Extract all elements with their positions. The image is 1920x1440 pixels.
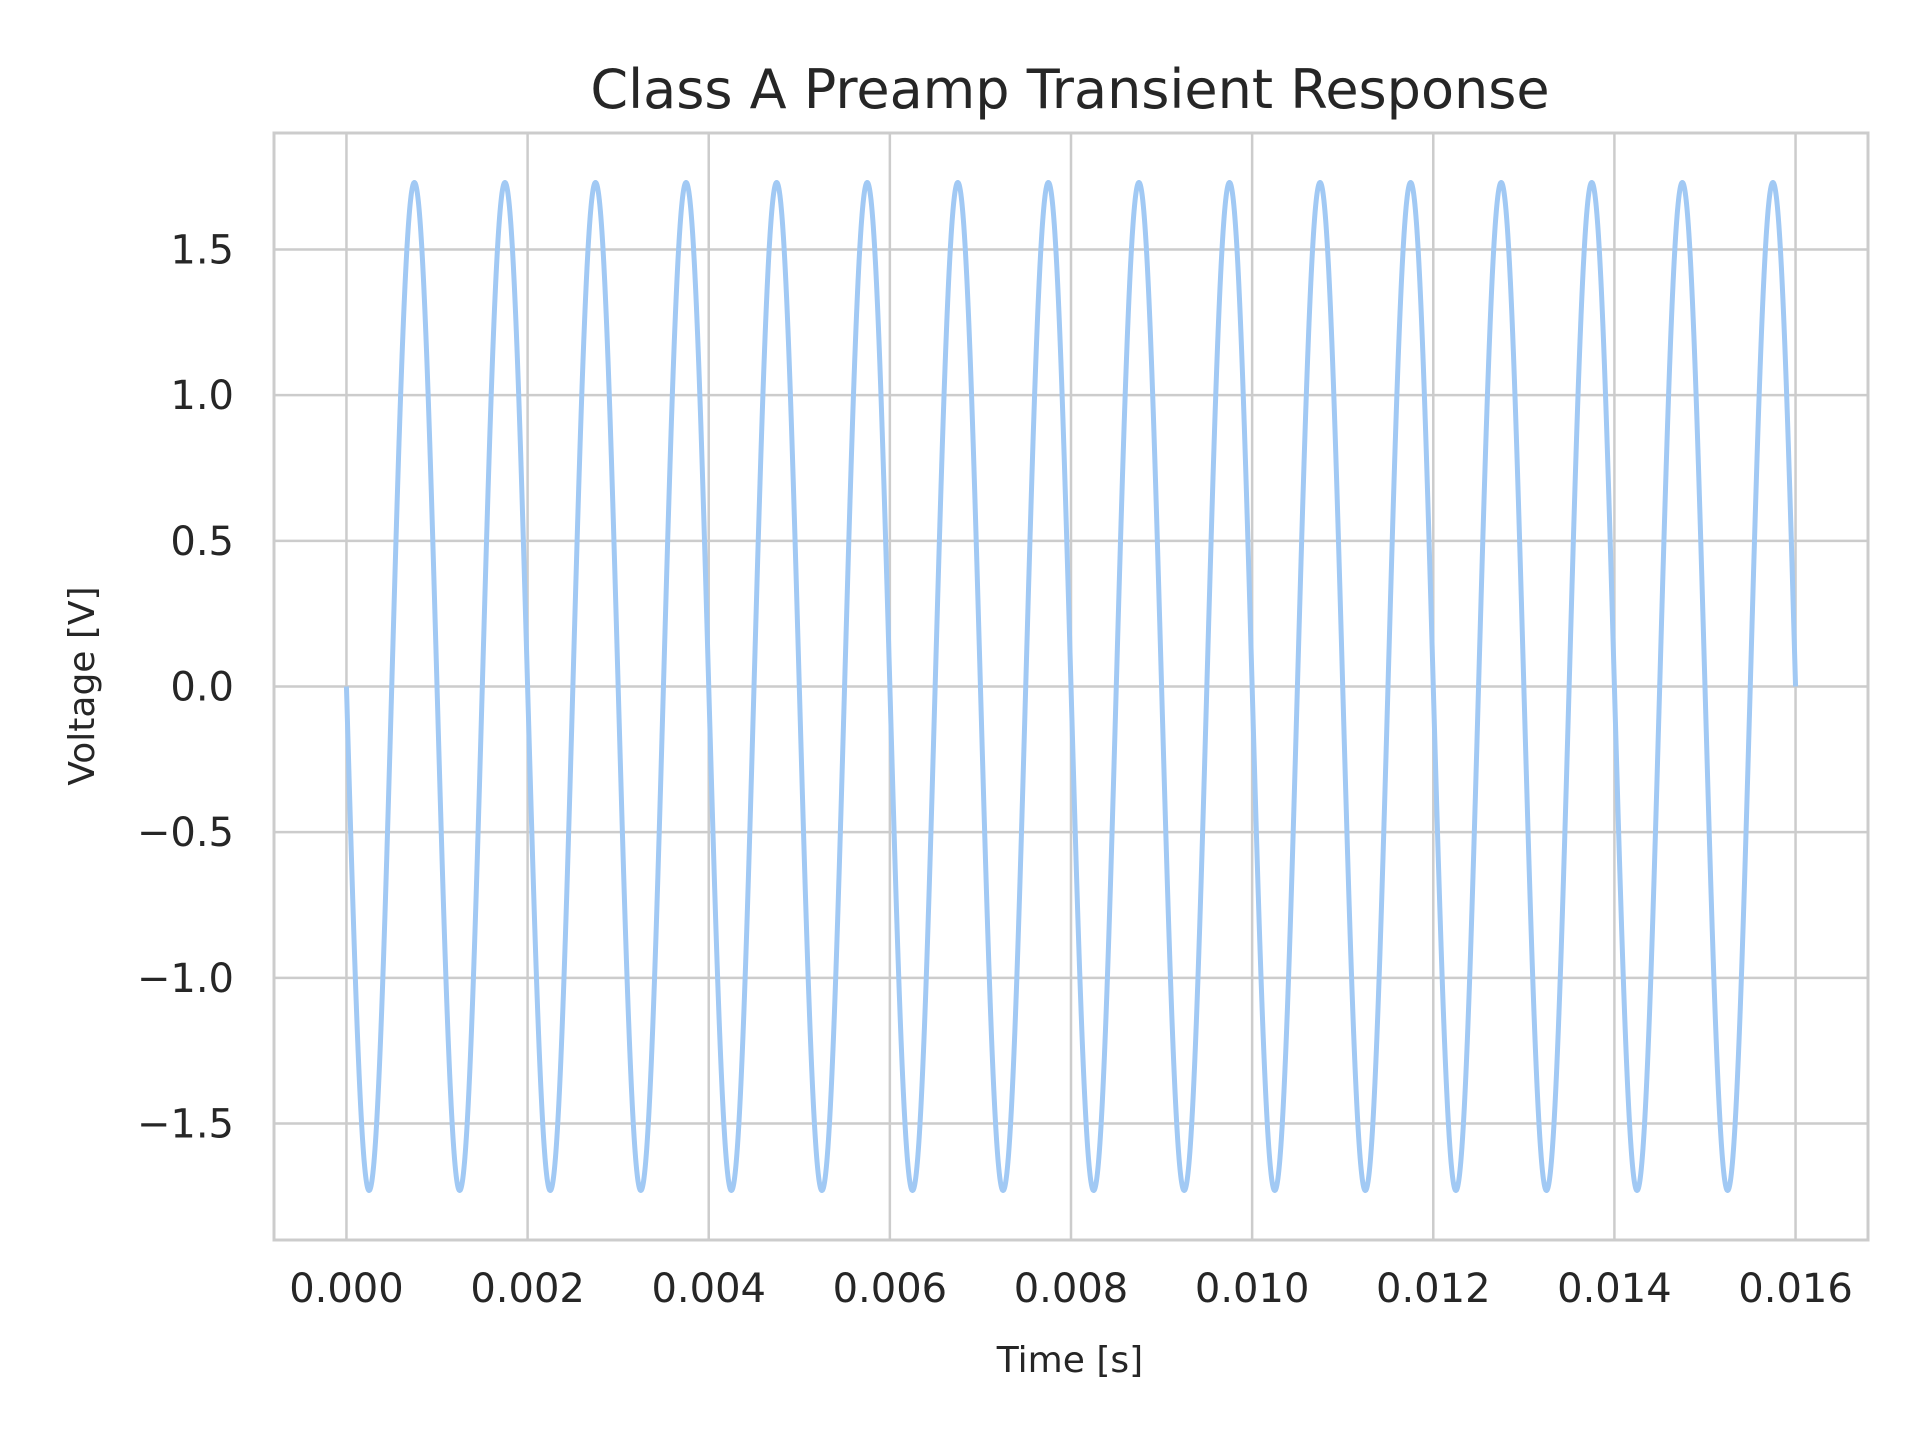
y-tick-label: 1.0 <box>170 373 234 419</box>
y-tick-labels: −1.5 −1.0 −0.5 0.0 0.5 1.0 1.5 <box>137 228 234 1148</box>
y-tick-label: −1.5 <box>137 1101 234 1147</box>
y-tick-label: 1.5 <box>170 228 234 274</box>
x-tick-label: 0.010 <box>1195 1266 1310 1312</box>
series-layer <box>343 180 1799 1193</box>
x-tick-label: 0.008 <box>1014 1266 1129 1312</box>
x-tick-labels: 0.000 0.002 0.004 0.006 0.008 0.010 0.012 0.014… <box>289 1266 1853 1312</box>
x-tick-label: 0.004 <box>651 1266 766 1312</box>
plot-frame <box>272 131 1870 1242</box>
series-line <box>343 180 1799 1193</box>
x-tick-label: 0.016 <box>1738 1266 1853 1312</box>
x-tick-label: 0.002 <box>470 1266 585 1312</box>
y-axis-label: Voltage [V] <box>62 586 103 785</box>
x-tick-label: 0.000 <box>289 1266 404 1312</box>
x-axis-label: Time [s] <box>996 1340 1143 1381</box>
x-tick-label: 0.012 <box>1376 1266 1491 1312</box>
chart-title: Class A Preamp Transient Response <box>590 58 1549 121</box>
y-tick-label: 0.5 <box>170 519 234 565</box>
y-tick-label: −0.5 <box>137 810 234 856</box>
y-tick-label: 0.0 <box>170 665 234 711</box>
x-tick-label: 0.006 <box>833 1266 948 1312</box>
y-tick-label: −1.0 <box>137 956 234 1002</box>
x-tick-label: 0.014 <box>1557 1266 1672 1312</box>
